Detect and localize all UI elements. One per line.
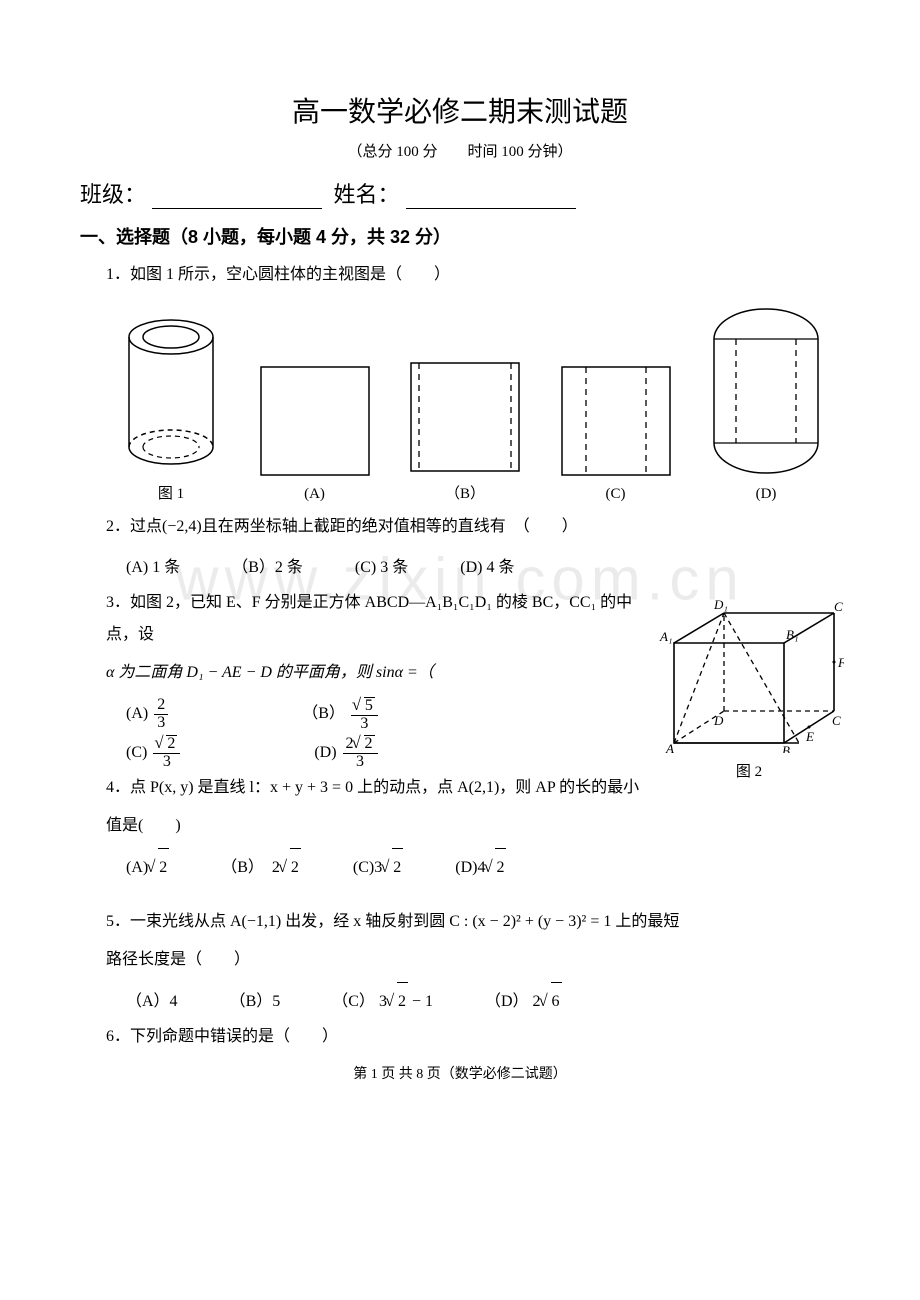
svg-text:A₁: A₁ — [659, 629, 672, 644]
q5-text-b: 路径长度是（ ） — [106, 944, 840, 976]
q1-optD-label: (D) — [710, 486, 822, 503]
q4-options: (A)2 （B） 22 (C)32 (D)42 — [126, 848, 840, 887]
svg-text:B: B — [782, 743, 790, 753]
q3-optC-label: (C) — [126, 744, 147, 761]
svg-text:A: A — [665, 741, 674, 753]
q3-optB-den: 3 — [351, 716, 378, 733]
q3-optB-num: 5 — [364, 697, 375, 715]
q2-optA: (A) 1 条 — [126, 549, 180, 587]
svg-text:C: C — [832, 713, 841, 728]
q5-optD-label: （D） — [485, 993, 529, 1010]
q3-optA-label: (A) — [126, 705, 148, 722]
q4-optA-label: (A) — [126, 859, 148, 876]
q1-fig1-col: 图 1 — [122, 315, 220, 503]
q2-optD: (D) 4 条 — [460, 549, 514, 587]
q2-optC: (C) 3 条 — [355, 549, 408, 587]
q2-options: (A) 1 条 （B）2 条 (C) 3 条 (D) 4 条 — [126, 549, 840, 587]
q3-optC-num: 2 — [166, 735, 177, 753]
q1-optC-label: (C) — [560, 486, 672, 503]
class-blank[interactable] — [152, 184, 322, 209]
q5-optA: （A）4 — [126, 983, 178, 1021]
q3-optD: (D) 223 — [314, 734, 379, 772]
doc-subtitle: （总分 100 分 时间 100 分钟） — [80, 140, 840, 161]
q4-optC-label: (C) — [353, 859, 374, 876]
cube-icon: A B C D A₁ B₁ C₁ D₁ F E — [654, 593, 844, 753]
q4-text-b: 值是( ) — [106, 810, 840, 842]
section-1-header: 一、选择题（8 小题，每小题 4 分，共 32 分） — [80, 223, 840, 249]
q1-optD-icon — [710, 305, 822, 477]
q5-optB: （B）5 — [230, 983, 281, 1021]
q5-optD-sqrt: 6 — [551, 982, 562, 1021]
q4-optA: (A) 2 — [126, 848, 169, 887]
q3-wrap: 3．如图 2，已知 E、F 分别是正方体 ABCD—A₁B₁C₁D₁ 的棱 BC… — [80, 587, 840, 772]
q1-optB-label: （B） — [409, 482, 521, 503]
q1-optA-icon — [259, 365, 371, 477]
q1-optA-col: (A) — [259, 365, 371, 503]
class-name-line: 班级： 姓名： — [80, 177, 840, 209]
q3-optD-num: 2 — [364, 735, 375, 753]
q5-options: （A）4 （B）5 （C） 32 − 1 （D） 26 — [126, 982, 840, 1021]
hollow-cylinder-icon — [122, 315, 220, 473]
q5-optC-label: （C） — [332, 993, 375, 1010]
q3-fig-label: 图 2 — [654, 760, 844, 781]
doc-title: 高一数学必修二期末测试题 — [80, 90, 840, 130]
svg-text:D: D — [713, 713, 724, 728]
q2-text-a: 2．过点 — [106, 518, 162, 535]
q4-optA-sqrt: 2 — [158, 848, 169, 887]
q2-text: 2．过点(−2,4)且在两坐标轴上截距的绝对值相等的直线有 （ ） — [106, 511, 840, 543]
q3-optA: (A) 23 — [126, 695, 170, 733]
q5-optD: （D） 26 — [485, 982, 562, 1021]
page-footer: 第 1 页 共 8 页（数学必修二试题） — [80, 1063, 840, 1083]
name-label: 姓名： — [334, 182, 400, 207]
svg-text:D₁: D₁ — [713, 597, 728, 612]
q1-optB-icon — [409, 361, 521, 473]
q3-optD-label: (D) — [314, 744, 336, 761]
q3-cube-fig: A B C D A₁ B₁ C₁ D₁ F E 图 2 — [654, 593, 844, 781]
svg-text:C₁: C₁ — [834, 599, 844, 614]
q1-optA-label: (A) — [259, 486, 371, 503]
q3-optA-num: 2 — [154, 697, 168, 715]
q5-text-a: 5．一束光线从点 A(−1,1) 出发，经 x 轴反射到圆 C : (x − 2… — [106, 906, 840, 938]
q5-optC-sqrt: 2 — [397, 982, 408, 1021]
name-blank[interactable] — [406, 184, 576, 209]
q6-text: 6．下列命题中错误的是（ ） — [106, 1021, 840, 1053]
q4-optB-label: （B） — [221, 859, 256, 876]
q4-optB-sqrt: 2 — [290, 848, 301, 887]
q1-optC-icon — [560, 365, 672, 477]
q4-optC: (C)32 — [353, 848, 403, 887]
q1-optC-col: (C) — [560, 365, 672, 503]
q2-point: (−2,4) — [162, 518, 202, 535]
q4-optD-label: (D) — [455, 859, 477, 876]
q5-optC-suffix: − 1 — [408, 993, 433, 1010]
svg-text:B₁: B₁ — [786, 627, 798, 642]
svg-text:E: E — [805, 729, 814, 744]
q3-optB: （B） 53 — [302, 695, 380, 733]
q4-optD: (D)42 — [455, 848, 506, 887]
q3-optC: (C) 23 — [126, 734, 182, 772]
q3-optC-den: 3 — [153, 754, 180, 771]
q1-optB-col: （B） — [409, 361, 521, 503]
q2-optB: （B）2 条 — [232, 549, 303, 587]
q2-text-b: 且在两坐标轴上截距的绝对值相等的直线有 （ ） — [202, 518, 578, 535]
class-label: 班级： — [80, 182, 146, 207]
q4-optB: （B） 22 — [221, 848, 301, 887]
svg-text:F: F — [837, 655, 844, 670]
q3-optB-label: （B） — [302, 705, 345, 722]
q1-text: 1．如图 1 所示，空心圆柱体的主视图是（ ） — [106, 259, 840, 291]
q1-optD-col: (D) — [710, 305, 822, 503]
q4-optD-sqrt: 2 — [495, 848, 506, 887]
q3-optA-den: 3 — [154, 715, 168, 732]
page-container: www.zixin.com.cn 高一数学必修二期末测试题 （总分 100 分 … — [80, 0, 840, 1113]
q1-fig1-label: 图 1 — [122, 482, 220, 503]
q1-figures: 图 1 (A) （B） (C) — [122, 305, 822, 503]
q4-optC-sqrt: 2 — [392, 848, 403, 887]
q5-optC: （C） 32 − 1 — [332, 982, 433, 1021]
q3-optD-den: 3 — [343, 754, 378, 771]
